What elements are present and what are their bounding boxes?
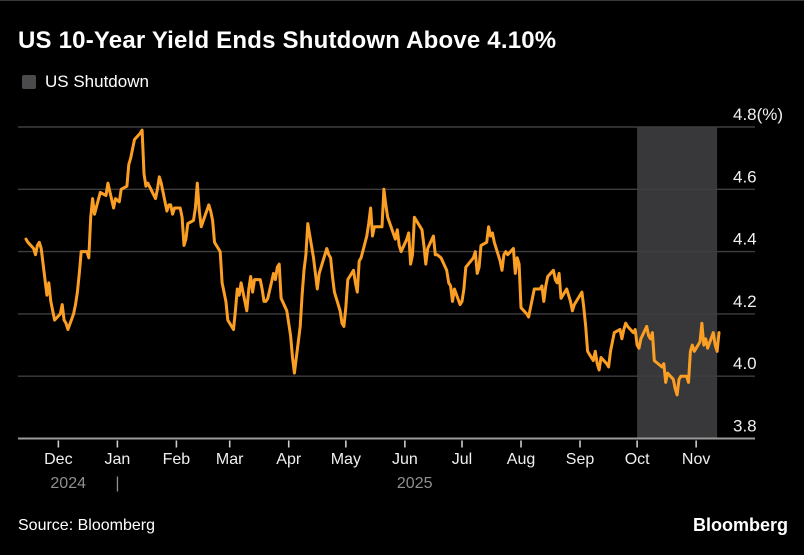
y-axis-label: 4.4 (733, 230, 757, 249)
y-axis-label: 4.2 (733, 292, 757, 311)
x-axis-month-label: Jul (452, 451, 472, 468)
y-axis-label: 4.0 (733, 354, 757, 373)
y-axis-label: 4.8(%) (733, 105, 783, 124)
x-axis-month-label: Mar (216, 451, 244, 468)
legend: US Shutdown (22, 72, 149, 92)
yield-line-series (24, 128, 721, 397)
source-attribution: Source: Bloomberg (18, 517, 155, 534)
x-axis-month-label: Sep (566, 451, 595, 468)
x-axis-month-label: Apr (276, 451, 302, 468)
x-axis-month-label: Jan (104, 451, 130, 468)
year-separator: | (115, 475, 119, 492)
y-axis-label: 4.6 (733, 167, 757, 186)
legend-label: US Shutdown (45, 72, 149, 91)
chart-title: US 10-Year Yield Ends Shutdown Above 4.1… (18, 27, 557, 54)
x-axis-month-label: Aug (507, 451, 535, 468)
x-axis-year-label: 2024 (50, 475, 86, 492)
bloomberg-logo: Bloomberg (692, 515, 788, 535)
x-axis-month-label: Feb (163, 451, 191, 468)
legend-swatch-us-shutdown (22, 75, 36, 89)
x-axis-month-label: Dec (44, 451, 72, 468)
x-axis-month-label: May (331, 451, 361, 468)
x-axis-year-label: 2025 (397, 475, 433, 492)
x-axis-month-label: Nov (682, 451, 710, 468)
x-axis-month-label: Oct (625, 451, 650, 468)
y-axis-label: 3.8 (733, 417, 757, 436)
x-axis-month-label: Jun (392, 451, 418, 468)
